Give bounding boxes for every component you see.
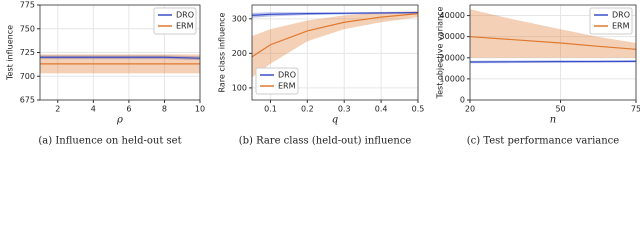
y-tick-label: 200	[232, 49, 247, 58]
x-axis-label: n	[550, 115, 556, 126]
x-axis-label: q	[332, 115, 338, 126]
y-tick-label: 675	[20, 96, 35, 105]
plot-frame	[39, 4, 201, 101]
x-tick-label: 6	[126, 105, 131, 114]
x-tick-label: 0.3	[338, 105, 351, 114]
y-tick-label: 750	[20, 24, 35, 33]
legend-label: DRO	[176, 11, 194, 20]
caption: (a) Influence on held-out set	[38, 136, 181, 147]
y-axis-label: Test influence	[6, 25, 15, 81]
series-line	[40, 56, 200, 59]
x-tick-label: 2	[55, 105, 60, 114]
y-tick-label: 10000	[440, 74, 465, 83]
plot-frame	[251, 4, 419, 101]
x-tick-label: 50	[555, 105, 565, 114]
caption: (b) Rare class (held-out) influence	[239, 136, 412, 147]
y-tick-label: 300	[232, 14, 247, 23]
legend-label: DRO	[278, 71, 296, 80]
x-tick-label: 0.5	[412, 105, 425, 114]
series-line	[470, 60, 636, 63]
caption: (c) Test performance variance	[467, 136, 619, 147]
x-tick-label: 0.4	[375, 105, 388, 114]
y-tick-label: 775	[20, 1, 35, 10]
y-tick-label: 700	[20, 72, 35, 81]
y-tick-label: 40000	[440, 11, 465, 20]
y-tick-label: 0	[460, 96, 465, 105]
x-axis-label: ρ	[116, 115, 123, 126]
series-line	[470, 36, 636, 50]
y-tick-label: 20000	[440, 53, 465, 62]
legend-label: DRO	[612, 11, 630, 20]
y-axis-label: Rare class influence	[218, 12, 227, 92]
band	[252, 11, 418, 78]
series-line	[252, 12, 418, 16]
x-tick-label: 75	[631, 105, 640, 114]
y-axis-label: Test objective variance	[436, 7, 445, 100]
x-tick-label: 10	[195, 105, 205, 114]
y-tick-label: 725	[20, 48, 35, 57]
x-tick-label: 8	[162, 105, 167, 114]
legend-label: ERM	[612, 22, 630, 31]
legend-label: ERM	[278, 82, 296, 91]
legend-label: ERM	[176, 22, 194, 31]
x-tick-label: 4	[91, 105, 96, 114]
x-tick-label: 0.2	[301, 105, 314, 114]
x-tick-label: 0.1	[264, 105, 277, 114]
series-line	[252, 13, 418, 58]
plot-frame	[469, 4, 637, 101]
x-tick-label: 20	[465, 105, 475, 114]
y-tick-label: 100	[232, 83, 247, 92]
y-tick-label: 30000	[440, 32, 465, 41]
